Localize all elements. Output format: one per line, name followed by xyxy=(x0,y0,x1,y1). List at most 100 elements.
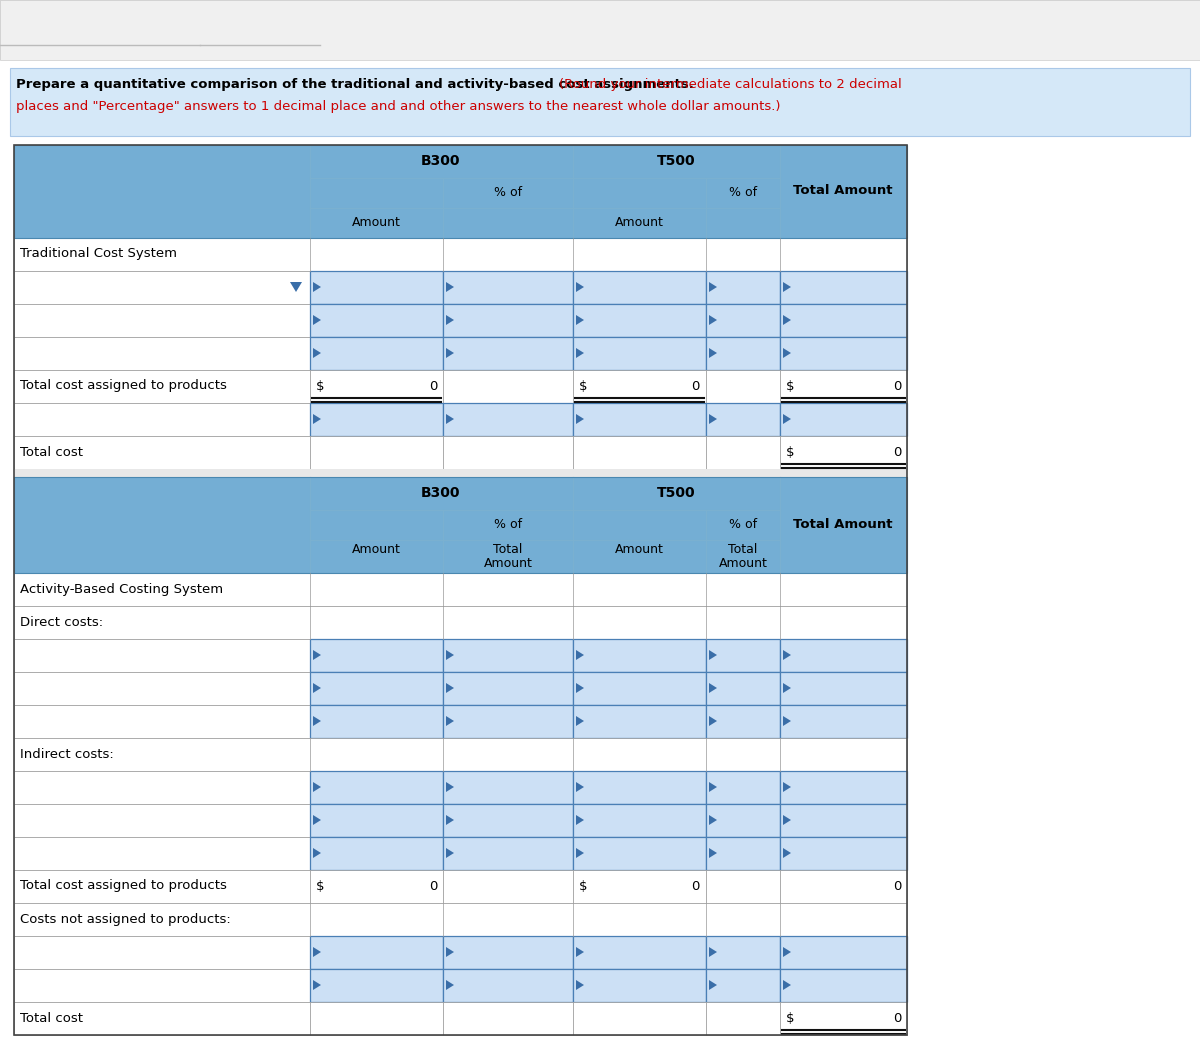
Polygon shape xyxy=(784,414,791,424)
Polygon shape xyxy=(14,936,310,969)
Polygon shape xyxy=(706,837,780,870)
Polygon shape xyxy=(706,639,780,672)
Text: $: $ xyxy=(580,379,588,393)
Text: $: $ xyxy=(580,879,588,893)
Text: 0: 0 xyxy=(691,379,700,393)
Polygon shape xyxy=(780,271,907,304)
Text: Amount: Amount xyxy=(484,557,533,570)
Polygon shape xyxy=(310,271,443,304)
Polygon shape xyxy=(706,370,780,403)
Polygon shape xyxy=(706,870,780,903)
Polygon shape xyxy=(706,804,780,837)
Polygon shape xyxy=(709,848,718,858)
Polygon shape xyxy=(443,1002,574,1035)
Polygon shape xyxy=(576,650,584,660)
Text: Total: Total xyxy=(493,543,523,556)
Polygon shape xyxy=(443,771,574,804)
Polygon shape xyxy=(313,848,322,858)
Text: % of: % of xyxy=(494,186,522,199)
Polygon shape xyxy=(706,271,780,304)
Polygon shape xyxy=(14,572,907,606)
Polygon shape xyxy=(446,282,454,292)
Polygon shape xyxy=(14,403,310,436)
Polygon shape xyxy=(14,606,907,639)
Polygon shape xyxy=(576,782,584,792)
Polygon shape xyxy=(709,683,718,693)
Polygon shape xyxy=(14,337,310,370)
Polygon shape xyxy=(310,870,443,903)
Text: Total cost assigned to products: Total cost assigned to products xyxy=(20,379,227,393)
Polygon shape xyxy=(290,282,302,292)
Polygon shape xyxy=(780,837,907,870)
Polygon shape xyxy=(780,639,907,672)
Polygon shape xyxy=(446,348,454,358)
Text: % of: % of xyxy=(728,186,757,199)
Polygon shape xyxy=(784,716,791,726)
Polygon shape xyxy=(0,60,1200,1039)
Polygon shape xyxy=(443,639,574,672)
Polygon shape xyxy=(706,672,780,705)
Polygon shape xyxy=(574,705,706,738)
Polygon shape xyxy=(14,738,907,771)
Polygon shape xyxy=(576,848,584,858)
Polygon shape xyxy=(14,672,310,705)
Polygon shape xyxy=(574,337,706,370)
Polygon shape xyxy=(443,936,574,969)
Polygon shape xyxy=(310,771,443,804)
Text: 0: 0 xyxy=(428,879,437,893)
Polygon shape xyxy=(443,370,574,403)
Polygon shape xyxy=(10,68,1190,136)
Polygon shape xyxy=(574,771,706,804)
Polygon shape xyxy=(443,705,574,738)
Polygon shape xyxy=(313,282,322,292)
Polygon shape xyxy=(313,683,322,693)
Polygon shape xyxy=(780,804,907,837)
Polygon shape xyxy=(310,936,443,969)
Text: Costs not assigned to products:: Costs not assigned to products: xyxy=(20,912,230,926)
Text: (Round your intermediate calculations to 2 decimal: (Round your intermediate calculations to… xyxy=(559,78,901,91)
Polygon shape xyxy=(443,436,574,469)
Polygon shape xyxy=(706,304,780,337)
Text: Amount: Amount xyxy=(352,543,401,556)
Text: Total: Total xyxy=(728,543,757,556)
Polygon shape xyxy=(14,1002,310,1035)
Polygon shape xyxy=(14,145,907,238)
Polygon shape xyxy=(784,683,791,693)
Polygon shape xyxy=(780,969,907,1002)
Polygon shape xyxy=(313,716,322,726)
Polygon shape xyxy=(574,969,706,1002)
Polygon shape xyxy=(574,639,706,672)
Polygon shape xyxy=(780,771,907,804)
Polygon shape xyxy=(784,848,791,858)
Polygon shape xyxy=(310,436,443,469)
Polygon shape xyxy=(443,870,574,903)
Polygon shape xyxy=(574,672,706,705)
Polygon shape xyxy=(443,969,574,1002)
Polygon shape xyxy=(574,804,706,837)
Polygon shape xyxy=(709,947,718,957)
Polygon shape xyxy=(706,436,780,469)
Polygon shape xyxy=(14,469,907,477)
Polygon shape xyxy=(446,848,454,858)
Polygon shape xyxy=(576,980,584,990)
Text: B300: B300 xyxy=(421,154,461,168)
Polygon shape xyxy=(14,903,907,936)
Polygon shape xyxy=(780,304,907,337)
Polygon shape xyxy=(310,804,443,837)
Polygon shape xyxy=(310,304,443,337)
Polygon shape xyxy=(780,672,907,705)
Polygon shape xyxy=(443,804,574,837)
Polygon shape xyxy=(313,980,322,990)
Polygon shape xyxy=(706,403,780,436)
Text: T500: T500 xyxy=(656,154,695,168)
Text: Amount: Amount xyxy=(719,557,768,570)
Text: 0: 0 xyxy=(893,379,901,393)
Text: 0: 0 xyxy=(893,879,901,893)
Polygon shape xyxy=(780,370,907,403)
Polygon shape xyxy=(14,477,907,572)
Text: T500: T500 xyxy=(656,486,695,500)
Polygon shape xyxy=(14,639,310,672)
Polygon shape xyxy=(576,815,584,825)
Polygon shape xyxy=(784,282,791,292)
Polygon shape xyxy=(709,980,718,990)
